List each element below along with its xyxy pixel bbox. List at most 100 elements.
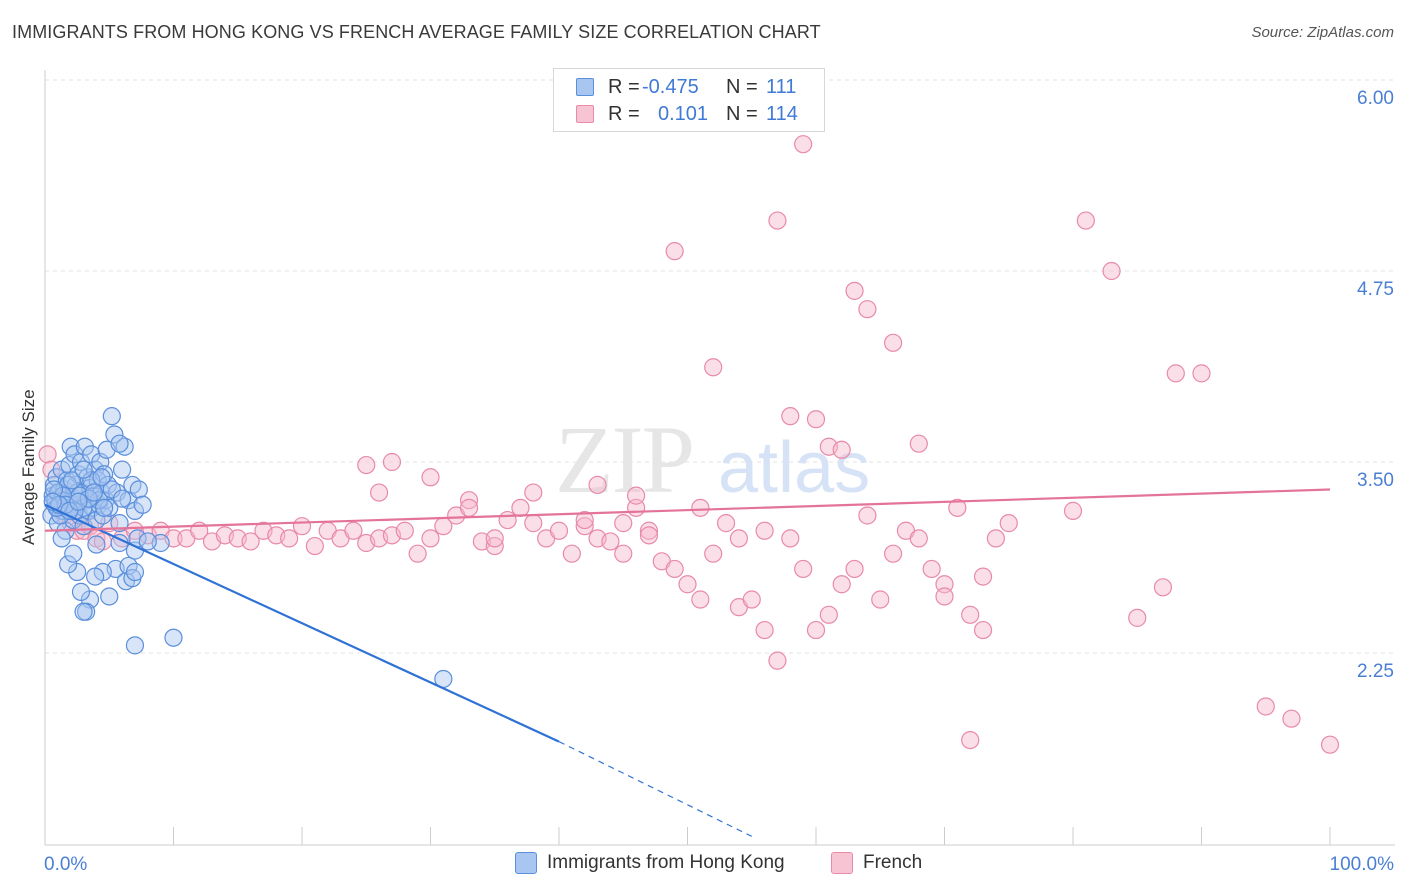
french-point <box>781 529 800 548</box>
french-point <box>845 281 864 300</box>
french-point <box>38 445 57 464</box>
hong-kong-point <box>74 460 93 479</box>
french-point <box>883 333 903 352</box>
hong-kong-point <box>75 437 94 456</box>
french-point <box>691 498 710 517</box>
french-point <box>639 521 659 540</box>
french-point <box>858 300 877 319</box>
french-point <box>614 544 633 563</box>
axes <box>44 70 1395 846</box>
french-point <box>370 483 389 502</box>
hong-kong-point <box>102 480 121 499</box>
french-point <box>408 544 427 563</box>
hong-kong-point <box>52 529 71 548</box>
french-point <box>781 407 800 426</box>
hong-kong-point <box>112 489 132 508</box>
legend-row-french: R = 0.101 N = 114 <box>576 102 798 126</box>
hong-kong-point <box>138 532 157 551</box>
french-point <box>485 536 504 556</box>
legend-n-value: 114 <box>766 102 798 125</box>
hong-kong-point <box>102 407 121 426</box>
y-tick-label: 3.50 <box>1357 470 1394 491</box>
french-point <box>395 521 414 540</box>
french-point <box>871 590 890 609</box>
french-point <box>459 498 479 517</box>
french-point <box>665 242 684 261</box>
x-tick-label: 100.0% <box>1330 854 1395 875</box>
french-point <box>935 587 954 606</box>
x-tick-label: 0.0% <box>44 854 87 875</box>
french-point <box>909 434 928 453</box>
french-point <box>1256 697 1275 716</box>
trend-lines <box>44 488 1331 837</box>
hong-kong-point <box>105 425 124 444</box>
french-point <box>665 559 684 579</box>
french-point <box>922 559 941 579</box>
french-point <box>601 532 620 551</box>
hong-kong-point <box>95 498 114 517</box>
hong-kong-point <box>62 471 82 490</box>
french-point <box>832 440 851 459</box>
legend-swatch-pink <box>576 105 594 123</box>
french-point <box>1282 709 1301 728</box>
hong-kong-point <box>64 544 83 563</box>
french-point <box>1166 364 1185 383</box>
legend-swatch-blue <box>576 78 594 96</box>
french-point <box>626 486 646 505</box>
french-point <box>1102 261 1121 281</box>
french-point <box>305 536 324 556</box>
french-point <box>961 605 980 624</box>
hong-kong-point <box>133 495 152 514</box>
x-tick-labels: 0.0% 100.0% <box>44 854 1394 875</box>
french-point <box>511 498 530 517</box>
chart-title: IMMIGRANTS FROM HONG KONG VS FRENCH AVER… <box>12 22 821 42</box>
hong-kong-point <box>129 480 148 499</box>
french-point <box>806 620 826 640</box>
hong-kong-point <box>84 483 103 502</box>
french-point <box>961 730 980 750</box>
french-point <box>1192 364 1211 383</box>
french-point <box>704 358 723 377</box>
hong-kong-point <box>59 555 78 574</box>
y-tick-label: 2.25 <box>1357 661 1394 682</box>
french-point <box>819 605 838 624</box>
french-point <box>832 575 851 594</box>
french-point <box>742 590 761 609</box>
french-point <box>973 567 993 586</box>
french-points <box>38 135 1340 754</box>
hong-kong-trend-line <box>44 503 560 743</box>
french-point <box>858 506 877 525</box>
hong-kong-point <box>125 636 145 655</box>
stats-legend: R = -0.475 N = 111 R = 0.101 N = 114 <box>553 68 825 132</box>
french-point <box>1320 735 1340 754</box>
french-point <box>524 514 543 533</box>
legend-item-french[interactable]: French <box>831 852 922 874</box>
french-point <box>549 521 569 540</box>
french-point <box>704 544 723 563</box>
french-point <box>421 468 440 487</box>
legend-n-value: 111 <box>766 75 797 98</box>
french-point <box>639 526 659 545</box>
legend-item-hong-kong[interactable]: Immigrants from Hong Kong <box>515 852 785 874</box>
french-point <box>498 510 517 530</box>
legend-r-value: 0.101 <box>658 102 709 125</box>
legend-label-french: French <box>863 852 923 873</box>
french-point <box>986 529 1006 548</box>
y-axis-label: Average Family Size <box>19 389 38 545</box>
hong-kong-point <box>125 562 145 582</box>
y-tick-labels: 2.25 3.50 4.75 6.00 <box>1357 88 1394 682</box>
french-trend-line <box>44 488 1331 532</box>
watermark-atlas: atlas <box>718 428 870 508</box>
french-point <box>485 529 504 548</box>
legend-r-label: R = <box>608 75 640 98</box>
french-point <box>909 529 928 548</box>
french-point <box>768 651 787 670</box>
hong-kong-point <box>74 602 93 621</box>
french-point <box>588 475 607 495</box>
french-point <box>421 529 440 548</box>
french-point <box>806 410 826 429</box>
hong-kong-point <box>110 434 129 453</box>
french-point <box>716 514 736 533</box>
hong-kong-point <box>87 535 106 554</box>
